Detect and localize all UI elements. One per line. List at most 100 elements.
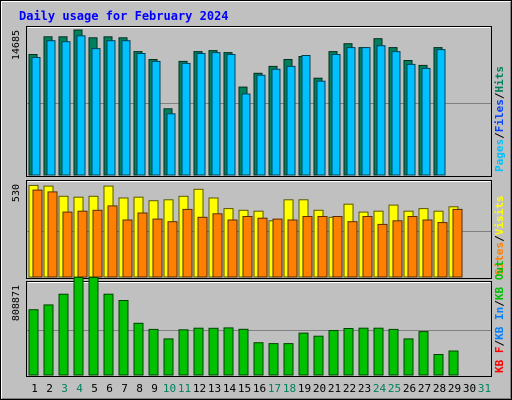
bar-kb-kb-out-day-27 bbox=[418, 331, 429, 376]
x-tick-day-24: 24 bbox=[373, 382, 387, 395]
bar-kb-kb-out-day-6 bbox=[103, 293, 114, 376]
legend-item-files: Files bbox=[493, 99, 506, 132]
bar-visits-sites-sites-day-18 bbox=[287, 219, 298, 278]
x-tick-day-28: 28 bbox=[433, 382, 446, 395]
x-tick-day-11: 11 bbox=[178, 382, 191, 395]
bar-hits-files-pages-pages-day-21 bbox=[331, 54, 341, 176]
x-tick-day-12: 12 bbox=[193, 382, 206, 395]
bar-hits-files-pages-pages-day-1 bbox=[31, 57, 41, 176]
bar-hits-files-pages-pages-day-27 bbox=[421, 67, 431, 176]
x-tick-day-14: 14 bbox=[223, 382, 237, 395]
x-tick-day-21: 21 bbox=[328, 382, 341, 395]
panel-3-ymax-label: 808871 bbox=[11, 285, 22, 321]
bar-visits-sites-sites-day-21 bbox=[332, 216, 343, 278]
legend-item-kb-in: KB In bbox=[493, 307, 506, 340]
bar-hits-files-pages-pages-day-13 bbox=[211, 52, 221, 176]
x-tick-day-18: 18 bbox=[283, 382, 296, 395]
bar-visits-sites-sites-day-28 bbox=[437, 222, 448, 278]
bar-visits-sites-sites-day-8 bbox=[137, 212, 148, 278]
bar-visits-sites-sites-day-5 bbox=[92, 209, 103, 278]
bar-hits-files-pages-pages-day-26 bbox=[406, 63, 416, 176]
legend-separator: / bbox=[493, 235, 506, 242]
bar-visits-sites-sites-day-27 bbox=[422, 219, 433, 278]
x-tick-day-7: 7 bbox=[121, 382, 128, 395]
bar-hits-files-pages-pages-day-5 bbox=[91, 48, 101, 176]
bar-kb-kb-out-day-20 bbox=[313, 335, 324, 376]
bar-kb-kb-out-day-26 bbox=[403, 338, 414, 376]
panel-1-ymax-label: 14685 bbox=[11, 30, 22, 60]
legend-separator: / bbox=[493, 340, 506, 347]
x-tick-day-3: 3 bbox=[61, 382, 68, 395]
bar-hits-files-pages-pages-day-4 bbox=[76, 35, 86, 176]
bar-kb-kb-out-day-5 bbox=[88, 276, 99, 376]
bar-visits-sites-sites-day-2 bbox=[47, 191, 58, 278]
bar-hits-files-pages-pages-day-23 bbox=[361, 47, 371, 176]
x-tick-day-16: 16 bbox=[253, 382, 266, 395]
bar-hits-files-pages-pages-day-16 bbox=[256, 74, 266, 176]
bar-hits-files-pages-pages-day-9 bbox=[151, 60, 161, 176]
legend-panel-2: Sites/Visits bbox=[493, 196, 506, 276]
bar-hits-files-pages-pages-day-18 bbox=[286, 65, 296, 176]
x-tick-day-30: 30 bbox=[463, 382, 476, 395]
bar-kb-kb-out-day-11 bbox=[178, 329, 189, 376]
bar-visits-sites-sites-day-10 bbox=[167, 221, 178, 278]
bar-kb-kb-out-day-12 bbox=[193, 327, 204, 376]
bar-hits-files-pages-pages-day-15 bbox=[241, 93, 251, 176]
legend-separator: / bbox=[493, 300, 506, 307]
bar-visits-sites-sites-day-7 bbox=[122, 219, 133, 278]
bar-kb-kb-out-day-8 bbox=[133, 322, 144, 376]
x-tick-day-22: 22 bbox=[343, 382, 356, 395]
bar-hits-files-pages-pages-day-6 bbox=[106, 40, 116, 176]
x-tick-day-8: 8 bbox=[136, 382, 143, 395]
bar-kb-kb-out-day-14 bbox=[223, 327, 234, 376]
bar-visits-sites-sites-day-4 bbox=[77, 210, 88, 278]
x-tick-day-13: 13 bbox=[208, 382, 221, 395]
legend-item-visits: Visits bbox=[493, 196, 506, 236]
x-tick-day-23: 23 bbox=[358, 382, 371, 395]
x-tick-day-10: 10 bbox=[163, 382, 176, 395]
bar-visits-sites-sites-day-12 bbox=[197, 216, 208, 278]
x-tick-day-4: 4 bbox=[76, 382, 83, 395]
x-tick-day-26: 26 bbox=[403, 382, 416, 395]
x-tick-day-20: 20 bbox=[313, 382, 326, 395]
bar-visits-sites-sites-day-13 bbox=[212, 213, 223, 278]
bar-hits-files-pages-pages-day-14 bbox=[226, 54, 236, 176]
bar-kb-kb-out-day-28 bbox=[433, 354, 444, 376]
bar-visits-sites-sites-day-25 bbox=[392, 220, 403, 278]
bar-hits-files-pages-pages-day-10 bbox=[166, 113, 176, 176]
bar-hits-files-pages-pages-day-8 bbox=[136, 53, 146, 176]
legend-item-hits: Hits bbox=[493, 66, 506, 93]
chart-title: Daily usage for February 2024 bbox=[19, 9, 229, 23]
x-tick-day-5: 5 bbox=[91, 382, 98, 395]
bar-hits-files-pages-pages-day-19 bbox=[301, 55, 311, 176]
legend-panel-3: KB F/KB In/KB Out bbox=[493, 260, 506, 373]
x-tick-day-17: 17 bbox=[268, 382, 281, 395]
x-tick-day-29: 29 bbox=[448, 382, 461, 395]
legend-item-pages: Pages bbox=[493, 139, 506, 172]
bar-kb-kb-out-day-25 bbox=[388, 328, 399, 376]
bar-kb-kb-out-day-10 bbox=[163, 338, 174, 376]
x-tick-day-31: 31 bbox=[478, 382, 491, 395]
bar-kb-kb-out-day-23 bbox=[358, 327, 369, 376]
bar-visits-sites-sites-day-16 bbox=[257, 217, 268, 278]
bar-kb-kb-out-day-18 bbox=[283, 343, 294, 376]
bar-kb-kb-out-day-22 bbox=[343, 328, 354, 376]
bar-hits-files-pages-pages-day-3 bbox=[61, 41, 71, 176]
legend-item-kb-out: KB Out bbox=[493, 260, 506, 300]
x-tick-day-1: 1 bbox=[31, 382, 38, 395]
panel-2-ymax-label: 530 bbox=[11, 184, 22, 202]
bar-visits-sites-sites-day-6 bbox=[107, 205, 118, 278]
legend-separator: / bbox=[493, 132, 506, 139]
bar-kb-kb-out-day-1 bbox=[28, 309, 39, 376]
bar-kb-kb-out-day-17 bbox=[268, 343, 279, 376]
bar-visits-sites-sites-day-23 bbox=[362, 216, 373, 278]
bar-hits-files-pages-pages-day-20 bbox=[316, 80, 326, 176]
bar-visits-sites-sites-day-24 bbox=[377, 223, 388, 278]
bar-visits-sites-sites-day-15 bbox=[242, 216, 253, 278]
bar-kb-kb-out-day-7 bbox=[118, 300, 129, 376]
bar-kb-kb-out-day-2 bbox=[43, 304, 54, 376]
x-tick-day-25: 25 bbox=[388, 382, 401, 395]
bar-kb-kb-out-day-21 bbox=[328, 330, 339, 376]
bar-hits-files-pages-pages-day-25 bbox=[391, 51, 401, 176]
